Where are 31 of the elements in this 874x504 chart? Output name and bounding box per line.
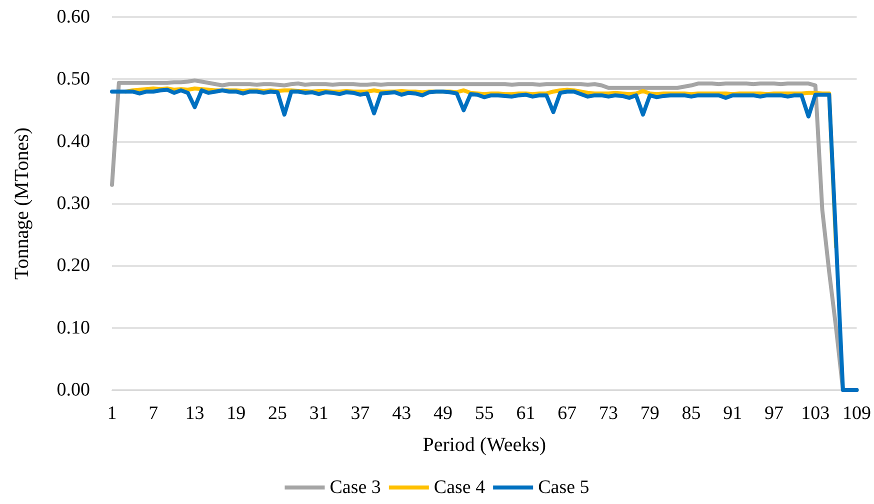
x-tick-label: 67 bbox=[558, 403, 577, 424]
y-tick-label: 0.40 bbox=[56, 130, 90, 152]
x-tick-label: 25 bbox=[268, 403, 287, 424]
x-tick-label: 85 bbox=[682, 403, 701, 424]
x-tick-label: 79 bbox=[640, 403, 660, 424]
x-tick-label: 109 bbox=[842, 403, 871, 424]
x-tick-label: 43 bbox=[392, 403, 412, 424]
legend-label: Case 4 bbox=[434, 477, 486, 498]
legend-label: Case 5 bbox=[538, 477, 590, 498]
x-tick-label: 73 bbox=[599, 403, 618, 424]
x-tick-label: 37 bbox=[350, 403, 370, 424]
x-tick-label: 19 bbox=[226, 403, 246, 424]
x-tick-label: 13 bbox=[185, 403, 204, 424]
x-tick-label: 1 bbox=[107, 403, 117, 424]
x-tick-label: 97 bbox=[764, 403, 784, 424]
y-tick-label: 0.20 bbox=[56, 255, 90, 276]
y-tick-label: 0.30 bbox=[56, 193, 90, 214]
y-tick-label: 0.60 bbox=[56, 6, 90, 28]
legend-label: Case 3 bbox=[330, 477, 381, 498]
x-tick-label: 7 bbox=[148, 403, 158, 424]
x-tick-label: 91 bbox=[723, 403, 742, 424]
y-tick-label: 0.00 bbox=[56, 380, 90, 400]
y-tick-label: 0.50 bbox=[56, 68, 90, 90]
y-axis-title: Tonnage (MTones) bbox=[11, 127, 33, 280]
x-tick-label: 103 bbox=[801, 403, 830, 424]
x-tick-label: 31 bbox=[309, 403, 328, 424]
x-axis-title: Period (Weeks) bbox=[422, 434, 546, 456]
x-tick-label: 61 bbox=[516, 403, 536, 424]
y-tick-label: 0.10 bbox=[56, 317, 90, 338]
x-tick-label: 55 bbox=[474, 403, 494, 424]
x-tick-label: 49 bbox=[434, 403, 452, 424]
